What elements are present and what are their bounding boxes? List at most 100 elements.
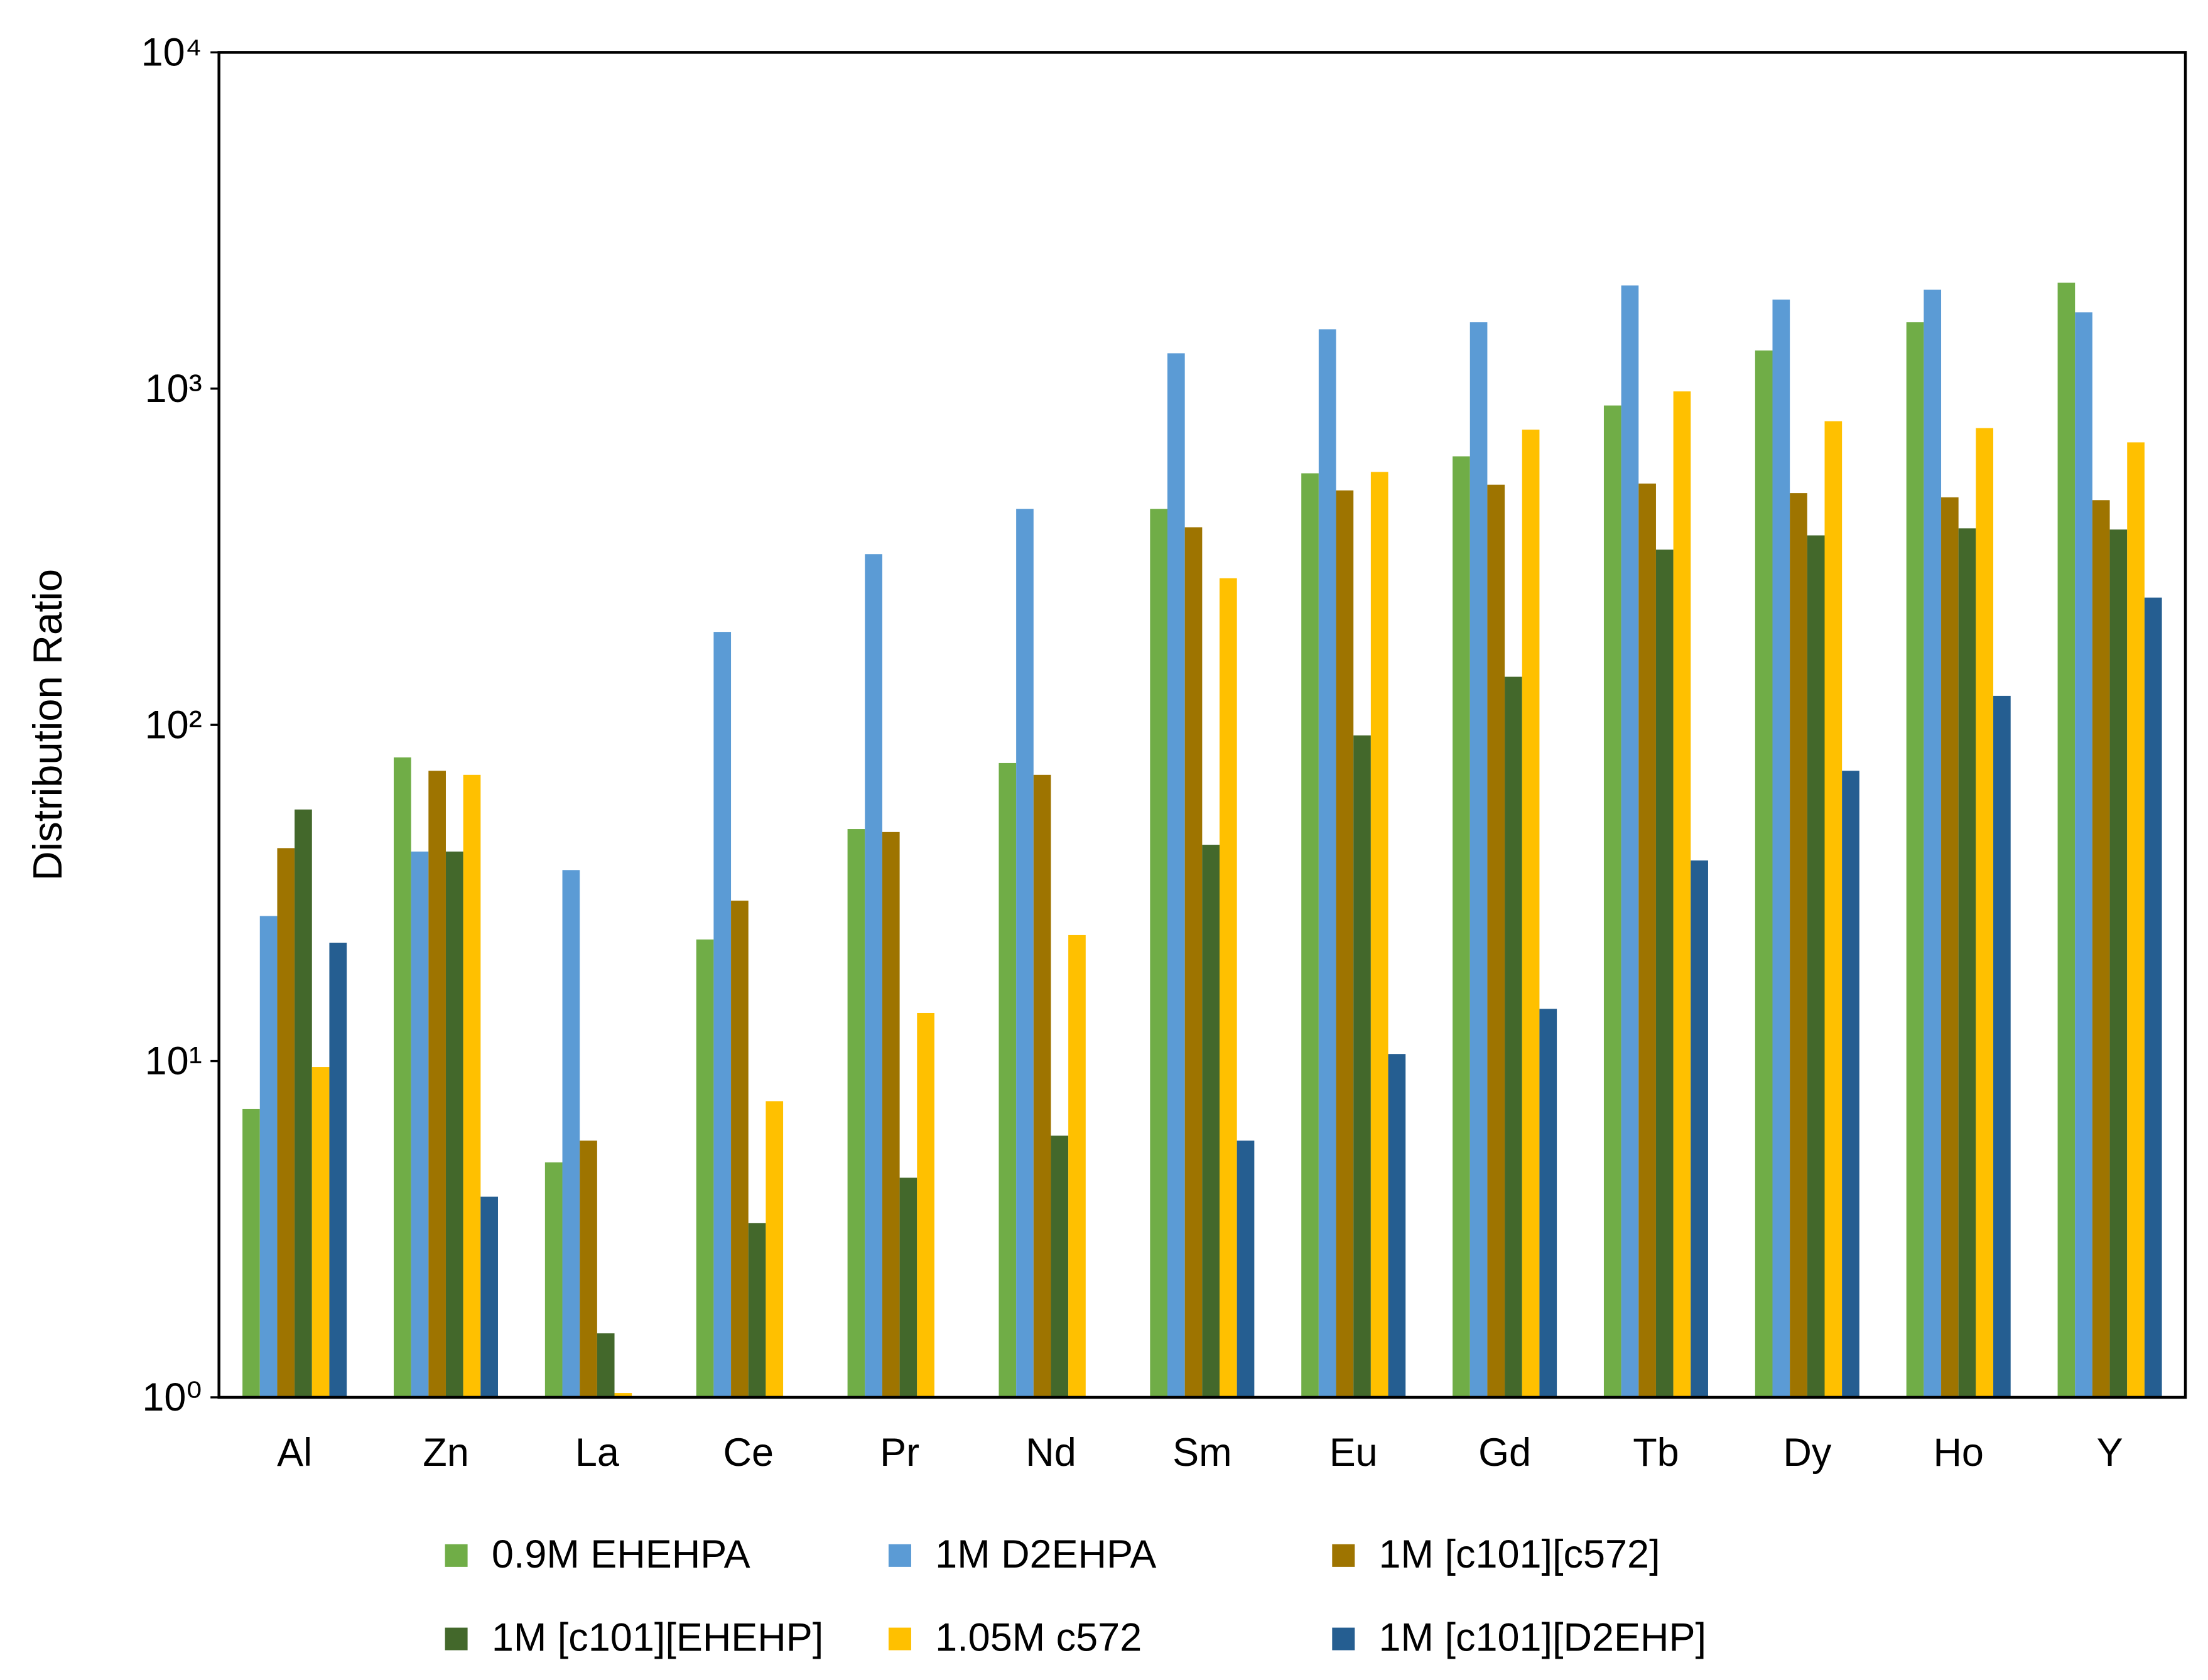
x-tick-label: Ce — [723, 1431, 774, 1475]
bar — [614, 1393, 632, 1397]
bar — [2092, 500, 2110, 1397]
bar — [847, 829, 865, 1397]
x-tick-label: Ho — [1933, 1431, 1984, 1475]
bar — [1638, 483, 1656, 1397]
bar — [1150, 509, 1168, 1397]
bar — [311, 1067, 330, 1397]
bar — [1220, 578, 1237, 1397]
legend-swatch — [445, 1544, 468, 1567]
bar — [1505, 676, 1522, 1397]
bar — [1691, 860, 1708, 1397]
legend-label: 1M [c101][EHEHP] — [492, 1615, 823, 1659]
bar — [1336, 490, 1354, 1397]
bar — [259, 916, 278, 1397]
bar — [562, 870, 580, 1397]
bar — [731, 901, 749, 1397]
bar — [480, 1196, 498, 1397]
legend-swatch — [1332, 1544, 1355, 1567]
bar — [1016, 509, 1034, 1397]
bar — [428, 771, 446, 1397]
y-tick-label: 10¹ — [145, 1039, 202, 1083]
bar — [1539, 1009, 1557, 1397]
bar — [463, 774, 481, 1397]
bar — [1051, 1135, 1069, 1397]
bar — [696, 939, 714, 1397]
x-tick-label: Sm — [1172, 1431, 1231, 1475]
bar — [1976, 428, 1994, 1397]
bar — [1842, 771, 1859, 1397]
legend-label: 1.05M c572 — [935, 1615, 1142, 1659]
x-tick-label: Nd — [1026, 1431, 1076, 1475]
bar — [899, 1178, 917, 1397]
legend-swatch — [445, 1627, 468, 1650]
bar — [1807, 535, 1825, 1397]
legend-label: 1M D2EHPA — [935, 1532, 1156, 1576]
bar — [295, 809, 312, 1397]
bar — [1301, 473, 1319, 1397]
legend-label: 1M [c101][c572] — [1379, 1532, 1660, 1576]
bar — [544, 1162, 563, 1397]
bar — [1237, 1141, 1255, 1397]
bar — [1941, 497, 1959, 1397]
bar — [1958, 528, 1976, 1397]
y-tick-label: 10³ — [145, 367, 202, 411]
legend-swatch — [888, 1627, 911, 1650]
bar — [2127, 442, 2145, 1397]
bar — [1487, 484, 1505, 1397]
x-tick-label: Zn — [423, 1431, 468, 1475]
x-tick-label: Y — [2097, 1431, 2123, 1475]
x-tick-label: Eu — [1329, 1431, 1378, 1475]
bar — [1453, 456, 1470, 1397]
x-tick-label: Pr — [880, 1431, 919, 1475]
bar — [2109, 529, 2128, 1397]
bar — [329, 942, 347, 1397]
bar — [1522, 430, 1540, 1397]
x-tick-label: Dy — [1783, 1431, 1831, 1475]
bar — [445, 851, 463, 1397]
bar — [2075, 312, 2092, 1397]
bar — [1621, 285, 1639, 1397]
bar — [580, 1141, 597, 1397]
legend-label: 0.9M EHEHPA — [492, 1532, 750, 1576]
legend-swatch — [888, 1544, 911, 1567]
bar — [998, 762, 1017, 1397]
bar — [411, 851, 429, 1397]
bar — [1924, 290, 1942, 1397]
legend-swatch — [1332, 1627, 1355, 1650]
bar — [1655, 550, 1674, 1397]
bar — [1202, 845, 1220, 1397]
bar — [1068, 935, 1086, 1397]
y-tick-label: 10² — [145, 703, 202, 747]
bar — [2144, 597, 2162, 1397]
y-tick-label: 10⁴ — [141, 31, 202, 75]
bar — [242, 1108, 260, 1397]
x-tick-label: Gd — [1478, 1431, 1531, 1475]
plot-frame — [217, 51, 2187, 1399]
bar — [1167, 353, 1185, 1397]
bar — [1993, 695, 2011, 1397]
legend-label: 1M [c101][D2EHP] — [1379, 1615, 1706, 1659]
bar — [1370, 472, 1388, 1397]
bar — [713, 632, 732, 1397]
bar — [277, 848, 295, 1397]
bar — [2057, 283, 2075, 1397]
bar — [865, 554, 882, 1397]
bar — [597, 1333, 615, 1397]
bar — [1824, 421, 1843, 1397]
bar — [766, 1101, 784, 1397]
bar — [1790, 493, 1807, 1397]
bar — [1673, 391, 1691, 1397]
x-tick-label: La — [575, 1431, 620, 1475]
bar — [1318, 329, 1336, 1397]
x-tick-label: Al — [277, 1431, 312, 1475]
bar — [1906, 322, 1924, 1397]
bar — [1353, 735, 1371, 1397]
bar — [748, 1223, 766, 1397]
bar — [882, 832, 900, 1397]
bar — [1603, 405, 1621, 1397]
bar — [1388, 1054, 1406, 1397]
bar — [1033, 774, 1051, 1397]
bar — [1755, 350, 1773, 1397]
